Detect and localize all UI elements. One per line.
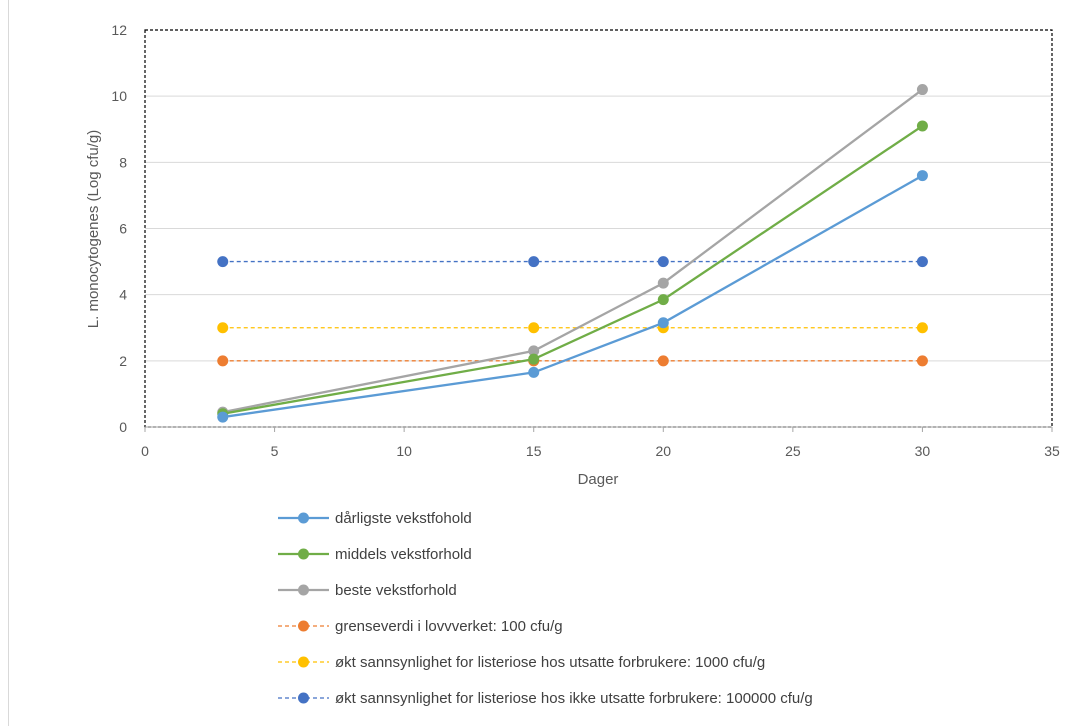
series-0 (217, 170, 928, 423)
legend-swatch (278, 512, 329, 524)
page-left-border (8, 0, 9, 726)
legend-swatch-marker (298, 584, 309, 596)
data-point (657, 294, 669, 306)
legend-label: grenseverdi i lovvverket: 100 cfu/g (335, 617, 563, 635)
data-point (528, 322, 540, 334)
data-point (916, 322, 928, 334)
legend-item: økt sannsynlighet for listeriose hos ikk… (276, 680, 813, 716)
data-point (916, 256, 928, 268)
legend-swatch (278, 620, 329, 632)
legend-swatch-marker (298, 692, 309, 704)
legend-swatch (278, 692, 329, 704)
legend-item: middels vekstforhold (276, 536, 813, 572)
y-tick-label: 10 (111, 88, 127, 104)
data-point (657, 317, 669, 329)
data-point (916, 84, 928, 96)
y-tick-label: 2 (119, 353, 127, 369)
legend-label: dårligste vekstfohold (335, 509, 472, 527)
x-tick-label: 5 (271, 443, 279, 459)
y-tick-label: 0 (119, 419, 127, 435)
legend-swatch-marker (298, 548, 309, 560)
legend-label: økt sannsynlighet for listeriose hos uts… (335, 653, 766, 671)
data-point (217, 256, 229, 268)
x-axis-title: Dager (578, 471, 619, 488)
legend-label: beste vekstforhold (335, 581, 457, 599)
legend-item: dårligste vekstfohold (276, 500, 813, 536)
data-point (217, 355, 229, 367)
data-point (657, 277, 669, 289)
legend-swatch (278, 656, 329, 668)
series-line (222, 88, 924, 414)
x-tick-label: 30 (915, 443, 931, 459)
legend-item: beste vekstforhold (276, 572, 813, 608)
series-2 (217, 84, 928, 418)
series-line (222, 124, 924, 415)
legend-swatch-marker (298, 656, 309, 668)
x-tick-label: 25 (785, 443, 801, 459)
gridlines (145, 95, 1052, 362)
x-tick-label: 10 (396, 443, 412, 459)
data-point (916, 355, 928, 367)
y-tick-label: 12 (111, 22, 127, 38)
data-point (528, 345, 540, 357)
legend-swatch (278, 548, 329, 560)
line-chart: 0 2 4 6 8 10 12 0 5 10 15 20 25 30 35 Dager L. monocyt… (85, 22, 1060, 488)
y-axis-title: L. monocytogenes (Log cfu/g) (85, 130, 102, 328)
data-point (217, 322, 229, 334)
legend-label: økt sannsynlighet for listeriose hos ikk… (335, 689, 813, 707)
legend: dårligste vekstfohold middels vekstforhol… (276, 500, 813, 716)
data-point (916, 170, 928, 182)
data-point (657, 256, 669, 268)
x-tick-label: 15 (526, 443, 542, 459)
series (217, 84, 928, 423)
legend-swatch (278, 584, 329, 596)
x-tick-label: 0 (141, 443, 149, 459)
legend-item: økt sannsynlighet for listeriose hos uts… (276, 644, 813, 680)
data-point (528, 256, 540, 268)
y-tick-label: 6 (119, 221, 127, 237)
x-tick-label: 20 (655, 443, 671, 459)
legend-item: grenseverdi i lovvverket: 100 cfu/g (276, 608, 813, 644)
series-line (222, 174, 923, 419)
data-point (916, 120, 928, 132)
y-tick-label: 8 (119, 154, 127, 170)
x-tick-label: 35 (1044, 443, 1060, 459)
legend-label: middels vekstforhold (335, 545, 472, 563)
legend-swatch-marker (298, 512, 309, 524)
legend-swatch-marker (298, 620, 309, 632)
data-point (528, 353, 540, 365)
series-4 (217, 322, 928, 334)
data-point (217, 411, 229, 423)
data-point (657, 355, 669, 367)
y-tick-label: 4 (119, 287, 127, 303)
series-5 (217, 256, 928, 268)
data-point (528, 366, 540, 378)
axes: 0 2 4 6 8 10 12 0 5 10 15 20 25 30 35 (111, 22, 1060, 459)
